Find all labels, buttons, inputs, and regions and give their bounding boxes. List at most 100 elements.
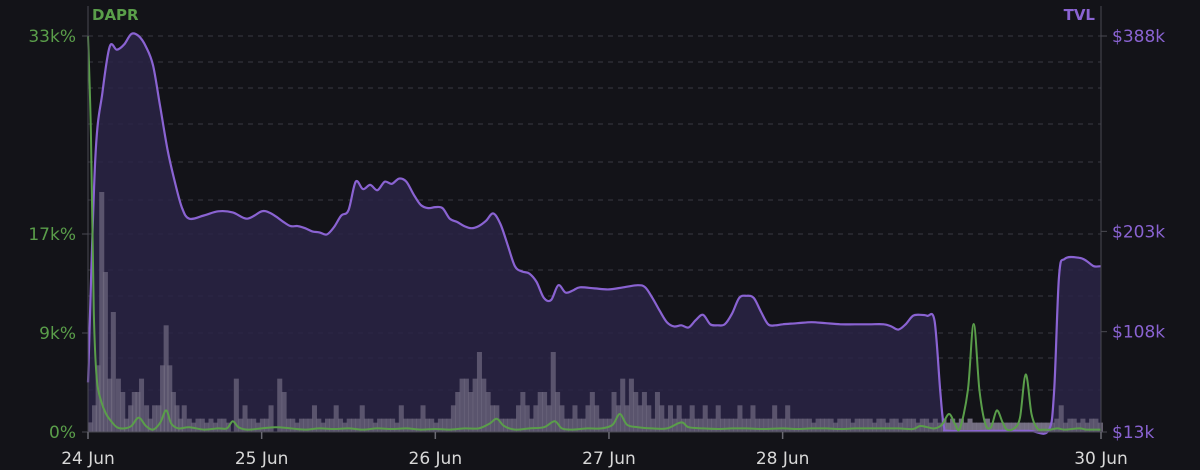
x-tick-label: 24 Jun [61, 449, 115, 469]
volume-bar-overlay [555, 392, 561, 432]
volume-bar-overlay [298, 418, 304, 432]
volume-bar-overlay [971, 422, 977, 432]
volume-bar-overlay [598, 418, 604, 432]
volume-bar-overlay [511, 418, 517, 432]
volume-bar-overlay [325, 418, 331, 432]
left-axis-title: DAPR [92, 6, 139, 24]
volume-bar-overlay [680, 418, 686, 432]
volume-bar-overlay [741, 418, 747, 432]
volume-bar-overlay [303, 418, 309, 432]
right-tick-label: $108k [1112, 323, 1165, 343]
volume-bar-overlay [746, 418, 752, 432]
volume-bar-overlay [160, 365, 166, 432]
volume-bar-overlay [99, 192, 105, 432]
volume-bar-overlay [607, 418, 613, 432]
volume-bar-overlay [199, 418, 205, 432]
volume-bar-overlay [529, 418, 535, 432]
volume-bar-overlay [889, 418, 895, 432]
volume-bar-overlay [450, 405, 456, 432]
volume-bar-overlay [837, 418, 843, 432]
volume-bar-overlay [845, 418, 851, 432]
volume-bar-overlay [628, 378, 634, 432]
volume-bar-overlay [463, 378, 469, 432]
volume-bar-overlay [238, 418, 244, 432]
volume-bar-overlay [411, 418, 417, 432]
volume-bar-overlay [135, 392, 141, 432]
volume-bar-overlay [876, 418, 882, 432]
volume-bar-overlay [885, 422, 891, 432]
volume-bar-overlay [294, 422, 300, 432]
volume-bar-overlay [772, 405, 778, 432]
volume-bar-overlay [429, 418, 435, 432]
volume-bar-overlay [1093, 418, 1099, 432]
volume-bar-overlay [585, 405, 591, 432]
volume-bar-overlay [793, 418, 799, 432]
volume-bar-overlay [698, 418, 704, 432]
volume-bar-overlay [516, 405, 522, 432]
volume-bar-overlay [424, 418, 430, 432]
volume-bar-overlay [338, 418, 344, 432]
x-tick-label: 25 Jun [235, 449, 289, 469]
volume-bar-overlay [854, 418, 860, 432]
volume-bar-overlay [850, 422, 856, 432]
volume-bar-overlay [102, 272, 108, 432]
volume-bar-overlay [520, 392, 526, 432]
volume-bar-overlay [264, 418, 270, 432]
volume-bar-overlay [437, 418, 443, 432]
volume-bar-overlay [589, 392, 595, 432]
volume-bar-overlay [824, 418, 830, 432]
volume-bar-overlay [984, 418, 990, 432]
volume-bar-overlay [281, 392, 287, 432]
volume-bar-overlay [307, 418, 313, 432]
volume-bar-overlay [646, 405, 652, 432]
volume-bar-overlay [1063, 422, 1069, 432]
volume-bar-overlay [911, 418, 917, 432]
volume-bar-overlay [489, 405, 495, 432]
volume-bar-overlay [246, 418, 252, 432]
volume-bar-overlay [178, 418, 184, 432]
volume-bar-overlay [364, 418, 370, 432]
volume-bar-overlay [980, 422, 986, 432]
volume-bar-overlay [615, 405, 621, 432]
volume-bar-overlay [993, 422, 999, 432]
volume-bar-overlay [832, 422, 838, 432]
volume-bar-overlay [867, 418, 873, 432]
volume-bar-overlay [828, 418, 834, 432]
volume-bar-overlay [329, 418, 335, 432]
volume-bar-overlay [819, 418, 825, 432]
volume-bar-overlay [737, 405, 743, 432]
volume-bar-overlay [611, 392, 617, 432]
volume-bar-overlay [780, 418, 786, 432]
tvl-line [86, 32, 1102, 435]
volume-bar-overlay [715, 405, 721, 432]
volume-bar-overlay [403, 418, 409, 432]
volume-bar-overlay [1041, 422, 1047, 432]
volume-bar-overlay [123, 418, 129, 432]
volume-bar-overlay [633, 392, 639, 432]
left-tick-label: 0% [49, 423, 76, 443]
x-tick-label: 30 Jun [1074, 449, 1128, 469]
volume-bar-overlay [346, 418, 352, 432]
volume-bar-overlay [181, 405, 187, 432]
volume-bar-overlay [372, 422, 378, 432]
volume-bar-overlay [1036, 422, 1042, 432]
volume-bar-overlay [167, 365, 173, 432]
volume-bar-overlay [455, 392, 461, 432]
volume-bar-overlay [1080, 418, 1086, 432]
volume-bar-overlay [641, 392, 647, 432]
right-tick-label: $13k [1112, 423, 1154, 443]
volume-bar-overlay [798, 418, 804, 432]
volume-bar-overlay [255, 422, 261, 432]
volume-bar-overlay [650, 418, 656, 432]
volume-bar-overlay [476, 352, 482, 432]
volume-bar-overlay [576, 418, 582, 432]
volume-bar-overlay [1076, 422, 1082, 432]
volume-bar-overlay [763, 418, 769, 432]
volume-bar-overlay [107, 378, 113, 432]
volume-bar-overlay [1097, 422, 1103, 432]
volume-bar-overlay [507, 418, 513, 432]
volume-bar-overlay [420, 405, 426, 432]
volume-bar-overlay [572, 405, 578, 432]
volume-bar-overlay [872, 422, 878, 432]
